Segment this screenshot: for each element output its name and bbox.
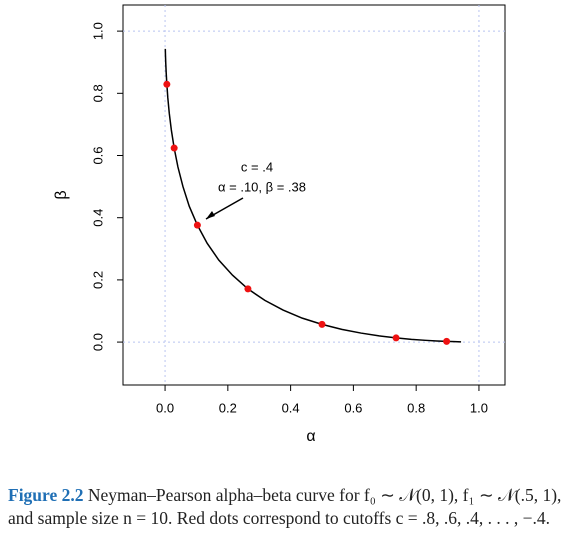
y-tick-label: 0.6 — [90, 146, 105, 164]
x-tick-label: 0.2 — [219, 400, 237, 415]
y-tick-label: 0.8 — [90, 84, 105, 102]
x-tick-label: 0.4 — [282, 400, 300, 415]
y-axis-label: β — [53, 190, 70, 199]
point — [443, 337, 451, 345]
chart: α β c = .4 α = .10, β = .38 0.0 0.2 0.4 0.6… — [53, 4, 506, 445]
x-tick-label: 0.0 — [156, 400, 174, 415]
caption-text: Neyman–Pearson alpha–beta curve for f₀ ∼… — [8, 485, 562, 528]
x-tick-label: 0.6 — [344, 400, 362, 415]
curve — [164, 48, 462, 343]
point — [163, 80, 171, 88]
y-tick-label: 0.2 — [90, 271, 105, 289]
y-tick-label: 1.0 — [90, 22, 105, 40]
plot-frame — [122, 4, 506, 386]
point — [318, 320, 326, 328]
x-tick-label: 1.0 — [470, 400, 488, 415]
annotation-arrowhead — [206, 211, 215, 219]
caption-label: Figure 2.2 — [8, 485, 84, 505]
x-tick-label: 0.8 — [407, 400, 425, 415]
point — [170, 144, 178, 152]
annotation: c = .4 — [241, 159, 273, 174]
x-axis-label: α — [306, 428, 315, 445]
y-tick-label: 0.0 — [90, 333, 105, 351]
point — [244, 285, 252, 293]
y-tick-label: 0.4 — [90, 209, 105, 227]
point — [392, 334, 400, 342]
point — [193, 221, 201, 229]
caption: Figure 2.2 Neyman–Pearson alpha–beta cur… — [8, 484, 564, 530]
annotation: α = .10, β = .38 — [218, 179, 306, 194]
